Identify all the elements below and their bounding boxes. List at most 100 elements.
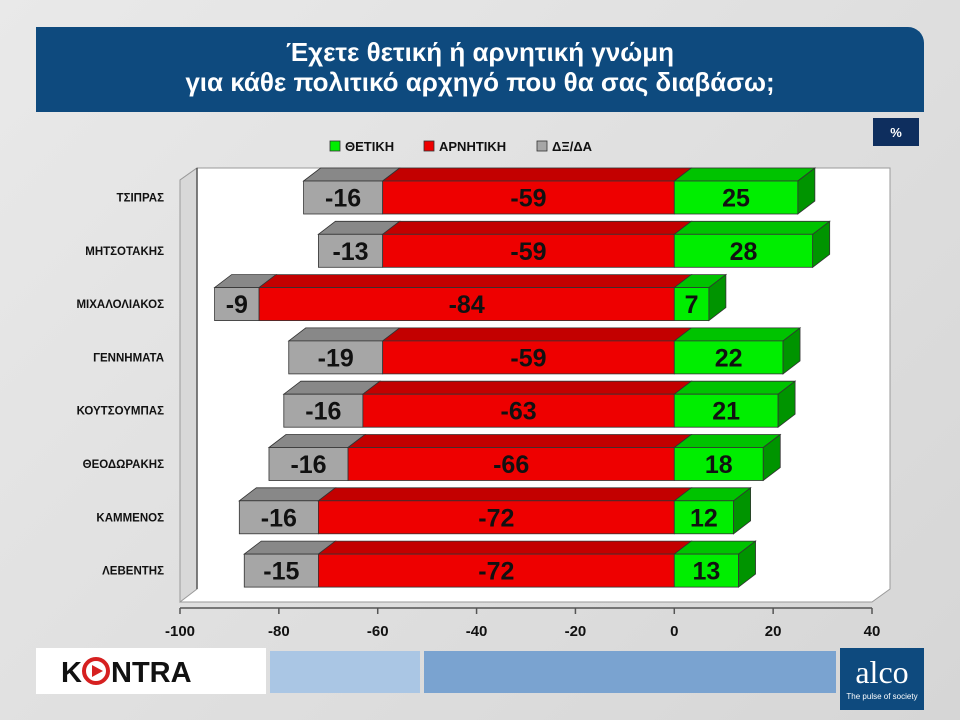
bar-5-s2 <box>268 447 349 481</box>
bar-0-s2 <box>303 180 384 215</box>
bar-top-0-s1 <box>381 167 693 182</box>
bar-0-s1 <box>382 180 675 215</box>
svg-text:NTRA: NTRA <box>111 657 192 689</box>
data-label-7-s2: -15 <box>263 558 299 586</box>
category-label-6: ΚΑΜΜΕΝΟΣ <box>96 512 164 524</box>
x-tick-label-0: -100 <box>165 623 195 640</box>
bar-top-4-s0 <box>673 380 797 395</box>
data-label-6-s2: -16 <box>261 504 297 532</box>
bar-5-s1 <box>347 447 675 481</box>
plot-left-wall <box>179 167 198 604</box>
bar-1-s2 <box>317 233 384 268</box>
data-label-6-s0: 12 <box>690 504 718 532</box>
data-label-3-s2: -19 <box>318 344 354 372</box>
x-tick-label-1: -80 <box>268 623 290 640</box>
category-label-7: ΛΕΒΕΝΤΗΣ <box>102 566 164 578</box>
chart-title-line1: Έχετε θετική ή αρνητική γνώμη <box>285 37 675 67</box>
data-label-1-s1: -59 <box>510 238 546 266</box>
data-label-0-s2: -16 <box>325 185 361 213</box>
data-label-5-s2: -16 <box>290 451 326 479</box>
chart-title-line2: για κάθε πολιτικό αρχηγό που θα σας διαβ… <box>185 67 775 97</box>
bar-2-s2 <box>214 287 260 322</box>
data-label-5-s0: 18 <box>705 451 733 479</box>
legend-swatch-0 <box>329 140 341 152</box>
bar-0-s0 <box>673 180 799 215</box>
data-label-3-s1: -59 <box>510 344 546 372</box>
data-label-4-s0: 21 <box>712 398 740 426</box>
data-label-0-s1: -59 <box>510 185 546 213</box>
unit-badge: % <box>873 118 919 146</box>
data-label-7-s0: 13 <box>693 558 721 586</box>
data-label-2-s1: -84 <box>449 291 485 319</box>
bar-top-5-s0 <box>673 434 782 448</box>
data-label-3-s0: 22 <box>715 344 743 372</box>
data-label-2-s2: -9 <box>226 291 248 319</box>
chart-svg: ΘΕΤΙΚΗ ΑΡΝΗΤΙΚΗ ΔΞ/ΔΑ ΤΣΙΠΡΑΣ -16 -59 25 ΜΗΤΣΟΤ… <box>76 139 891 640</box>
bar-side-1 <box>812 220 831 269</box>
category-label-5: ΘΕΟΔΩΡΑΚΗΣ <box>83 459 164 471</box>
bar-top-7-s1 <box>317 540 693 555</box>
footer-stripe-mid <box>424 651 836 693</box>
kontra-logo: K NTRA <box>36 648 266 694</box>
bar-top-1-s1 <box>381 220 693 235</box>
footer-stripe-light <box>270 651 420 693</box>
bar-top-4-s1 <box>361 380 693 395</box>
data-label-0-s0: 25 <box>722 185 750 213</box>
x-tick-label-3: -40 <box>466 623 488 640</box>
bar-1-s0 <box>673 233 814 268</box>
bar-top-1-s0 <box>673 220 831 235</box>
bar-top-5-s1 <box>346 434 693 448</box>
bar-side-0 <box>797 167 816 215</box>
data-label-1-s2: -13 <box>332 238 368 266</box>
legend-swatch-1 <box>423 140 435 152</box>
svg-text:K: K <box>61 657 82 689</box>
bar-side-7 <box>738 540 756 588</box>
data-label-2-s0: 7 <box>685 291 699 319</box>
bar-side-5 <box>762 433 781 482</box>
bar-top-6-s1 <box>317 487 693 502</box>
legend-label-2: ΔΞ/ΔΑ <box>552 139 593 154</box>
bar-side-2 <box>708 273 727 322</box>
alco-tagline: The pulse of society <box>846 692 918 701</box>
bar-top-3-s0 <box>673 327 802 342</box>
category-label-2: ΜΙΧΑΛΟΛΙΑΚΟΣ <box>76 299 164 311</box>
category-label-1: ΜΗΤΣΟΤΑΚΗΣ <box>85 246 164 258</box>
data-label-5-s1: -66 <box>493 451 529 479</box>
bar-3-s0 <box>673 340 784 375</box>
x-tick-label-5: 0 <box>670 623 678 640</box>
category-label-0: ΤΣΙΠΡΑΣ <box>117 193 165 205</box>
legend-label-0: ΘΕΤΙΚΗ <box>345 139 394 154</box>
bar-side-3 <box>782 327 801 375</box>
bar-2-s1 <box>258 287 675 322</box>
data-label-6-s1: -72 <box>478 504 514 532</box>
legend-label-1: ΑΡΝΗΤΙΚΗ <box>439 139 506 154</box>
alco-brand-name: alco <box>855 654 909 690</box>
data-label-1-s0: 28 <box>730 238 758 266</box>
x-tick-label-2: -60 <box>367 623 389 640</box>
bar-side-6 <box>733 486 751 535</box>
bar-7-s2 <box>243 553 319 588</box>
data-label-4-s1: -63 <box>501 398 537 426</box>
x-tick-label-6: 20 <box>765 623 782 640</box>
kontra-logo-icon: K NTRA <box>61 657 192 689</box>
x-tick-label-7: 40 <box>864 623 881 640</box>
bar-top-0-s0 <box>673 167 817 182</box>
bar-7-s1 <box>317 553 675 588</box>
category-label-4: ΚΟΥΤΣΟΥΜΠΑΣ <box>77 406 164 418</box>
bar-3-s2 <box>288 340 384 375</box>
bar-top-2-s1 <box>257 274 693 289</box>
category-label-3: ΓΕΝΝΗΜΑΤΑ <box>93 352 164 364</box>
data-label-4-s2: -16 <box>305 398 341 426</box>
bar-4-s1 <box>362 393 675 428</box>
data-label-7-s1: -72 <box>478 558 514 586</box>
bar-side-4 <box>777 380 796 429</box>
bar-3-s1 <box>382 340 675 375</box>
bar-top-3-s1 <box>381 327 693 342</box>
legend-swatch-2 <box>536 140 548 152</box>
bar-6-s1 <box>317 500 675 535</box>
bar-4-s0 <box>673 393 779 428</box>
chart-title-bar: Έχετε θετική ή αρνητική γνώμη για κάθε π… <box>36 27 924 112</box>
bar-6-s2 <box>238 500 319 535</box>
bar-top-3-s2 <box>287 327 401 342</box>
alco-logo: alco The pulse of society <box>840 648 924 710</box>
